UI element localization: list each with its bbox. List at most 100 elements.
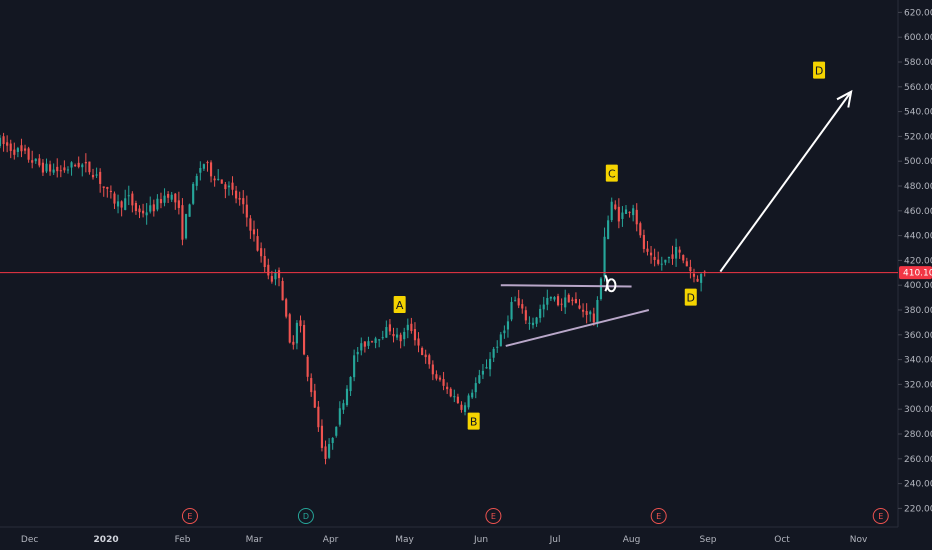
candle-body — [531, 322, 535, 326]
wave-label-bg — [684, 288, 697, 306]
candle-body — [270, 276, 273, 282]
candle-body — [2, 136, 5, 145]
candle-body — [109, 190, 112, 193]
price-tick-label: 560.00 — [904, 83, 932, 93]
candle-body — [38, 158, 41, 166]
candle-body — [549, 296, 552, 299]
candle-body — [646, 248, 649, 252]
candle-body — [238, 198, 241, 200]
candle-body — [320, 425, 324, 448]
drawings[interactable] — [500, 89, 853, 347]
candle-body — [167, 193, 170, 198]
candle-body — [556, 296, 560, 306]
candle-body — [621, 212, 624, 219]
candle-body — [131, 193, 134, 206]
candle-body — [256, 236, 259, 251]
candle-body — [388, 324, 391, 332]
candle-body — [378, 339, 381, 341]
wave-label: C — [608, 168, 616, 181]
event-marker[interactable] — [485, 508, 502, 524]
candle-body — [260, 248, 263, 257]
event-marker[interactable] — [181, 508, 198, 524]
candle-body — [263, 256, 266, 268]
candle-body — [585, 310, 588, 315]
candle-body — [481, 370, 484, 375]
candle-body — [127, 195, 130, 197]
candle-body — [142, 210, 145, 214]
time-tick-label: Nov — [850, 535, 868, 545]
event-marker[interactable] — [650, 508, 667, 524]
candle-body — [521, 304, 524, 309]
candle-body — [564, 297, 567, 308]
candle-body — [510, 301, 513, 320]
candle-body — [692, 273, 696, 277]
wave-labels: A B C D D — [393, 61, 826, 430]
candle-body — [245, 204, 248, 218]
candle-body — [224, 184, 227, 190]
candle-body — [417, 338, 420, 346]
candle-body — [66, 169, 70, 171]
candle-body — [485, 367, 488, 369]
candle-body — [603, 236, 606, 277]
candle-body — [675, 246, 678, 259]
candle-body — [592, 313, 595, 323]
candle-body — [546, 298, 549, 305]
candle-body — [99, 171, 102, 184]
candle-body — [102, 186, 105, 188]
wave-label-bg — [813, 61, 826, 79]
candle-body — [410, 323, 413, 332]
candle-body — [428, 355, 431, 365]
resistance-trendline[interactable] — [500, 284, 632, 288]
wave-label-bg — [393, 296, 406, 314]
candle-body — [614, 204, 617, 209]
candle-body — [463, 405, 467, 412]
candle-body — [152, 204, 155, 212]
candle-body — [363, 341, 366, 347]
wave-label: D — [687, 292, 695, 305]
candle-body — [628, 211, 631, 213]
support-trendline[interactable] — [505, 309, 650, 347]
candle-body — [438, 377, 442, 380]
candle-body — [74, 165, 77, 167]
candle-body — [496, 346, 499, 348]
candle-body — [413, 329, 417, 341]
candle-body — [639, 223, 642, 236]
candle-body — [299, 320, 302, 327]
candle-body — [374, 338, 377, 343]
price-axis[interactable]: 620.00 600.00 580.00 560.00 540.00 520.00 500.… — [898, 8, 932, 514]
time-axis[interactable]: Dec 2020 Feb Mar Apr May Jun Jul Aug Sep Oct Nov — [21, 535, 868, 545]
candle-body — [471, 392, 474, 398]
event-marker-label: D — [303, 512, 309, 521]
candle-body — [489, 358, 492, 370]
event-marker[interactable] — [872, 508, 889, 524]
candle-body — [524, 310, 527, 321]
candle-body — [664, 259, 667, 263]
candle-body — [596, 299, 599, 323]
candle-body — [653, 256, 656, 261]
candle-body — [310, 378, 313, 393]
time-tick-label: Jun — [473, 535, 488, 545]
candle-body — [492, 348, 495, 358]
candle-body — [95, 174, 98, 176]
candle-body — [424, 354, 427, 358]
candle-body — [395, 334, 399, 338]
event-marker-label: E — [878, 512, 883, 521]
event-marker[interactable] — [297, 508, 314, 524]
candle-body — [599, 278, 603, 300]
candle-body — [274, 272, 277, 280]
candle-body — [31, 160, 34, 163]
candle-body — [678, 249, 681, 253]
projection-arrow[interactable] — [719, 91, 852, 273]
candle-body — [367, 341, 370, 346]
candle-body — [453, 396, 456, 398]
candle-body — [499, 334, 502, 347]
candle-body — [91, 174, 95, 178]
candle-body — [349, 376, 352, 392]
candle-body — [446, 386, 449, 390]
price-tick-label: 500.00 — [904, 157, 932, 167]
candle-body — [539, 308, 542, 318]
candle-body — [56, 166, 59, 172]
candle-body — [217, 178, 220, 180]
